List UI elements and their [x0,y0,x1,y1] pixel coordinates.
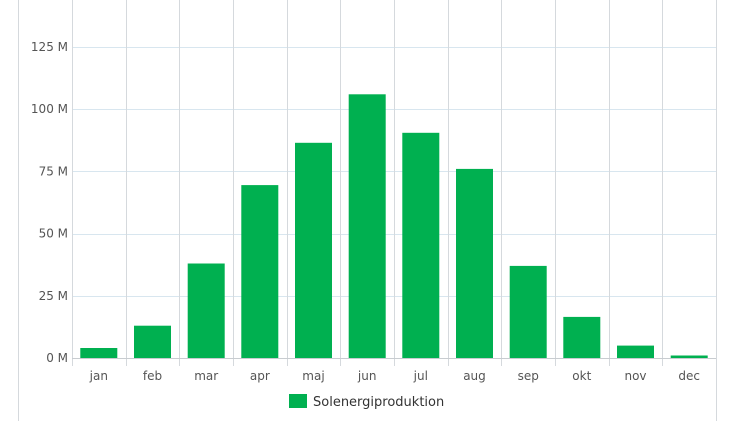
bar-mar[interactable] [187,263,225,359]
legend[interactable]: Solenergiproduktion [289,394,444,410]
x-tick-label: dec [678,369,700,383]
bar-okt[interactable] [563,316,601,358]
x-tick-label: apr [250,369,270,383]
bar-jul[interactable] [402,132,440,358]
y-tick-label: 50 M [39,227,68,241]
grid-layer [18,0,717,421]
y-tick-label: 125 M [31,40,68,54]
x-tick-label: okt [572,369,591,383]
x-tick-label: mar [194,369,218,383]
bar-aug[interactable] [456,168,493,358]
x-tick-label: sep [518,369,539,383]
x-tick-label: aug [463,369,486,383]
x-tick-label: feb [143,369,162,383]
y-tick-label: 0 M [46,351,68,365]
x-tick-label: jul [413,369,428,383]
bar-dec[interactable] [670,355,708,359]
x-tick-label: maj [302,369,324,383]
bar-jun[interactable] [348,94,386,359]
y-tick-label: 25 M [39,289,68,303]
bar-layer [80,94,708,359]
x-tick-label: jun [357,369,377,383]
bar-sep[interactable] [509,265,547,358]
x-tick-label: jan [89,369,108,383]
axis-layer: 0 M 25 M 50 M 75 M 100 M 125 M jan feb mar apr maj… [31,40,716,383]
bar-feb[interactable] [134,325,171,358]
bar-nov[interactable] [617,345,654,358]
bar-apr[interactable] [241,185,279,358]
y-tick-label: 75 M [39,164,68,178]
legend-swatch[interactable] [289,394,307,408]
x-tick-label: nov [624,369,646,383]
y-tick-label: 100 M [31,102,68,116]
bar-jan[interactable] [80,348,118,358]
legend-label[interactable]: Solenergiproduktion [313,395,444,410]
bar-maj[interactable] [295,142,332,358]
